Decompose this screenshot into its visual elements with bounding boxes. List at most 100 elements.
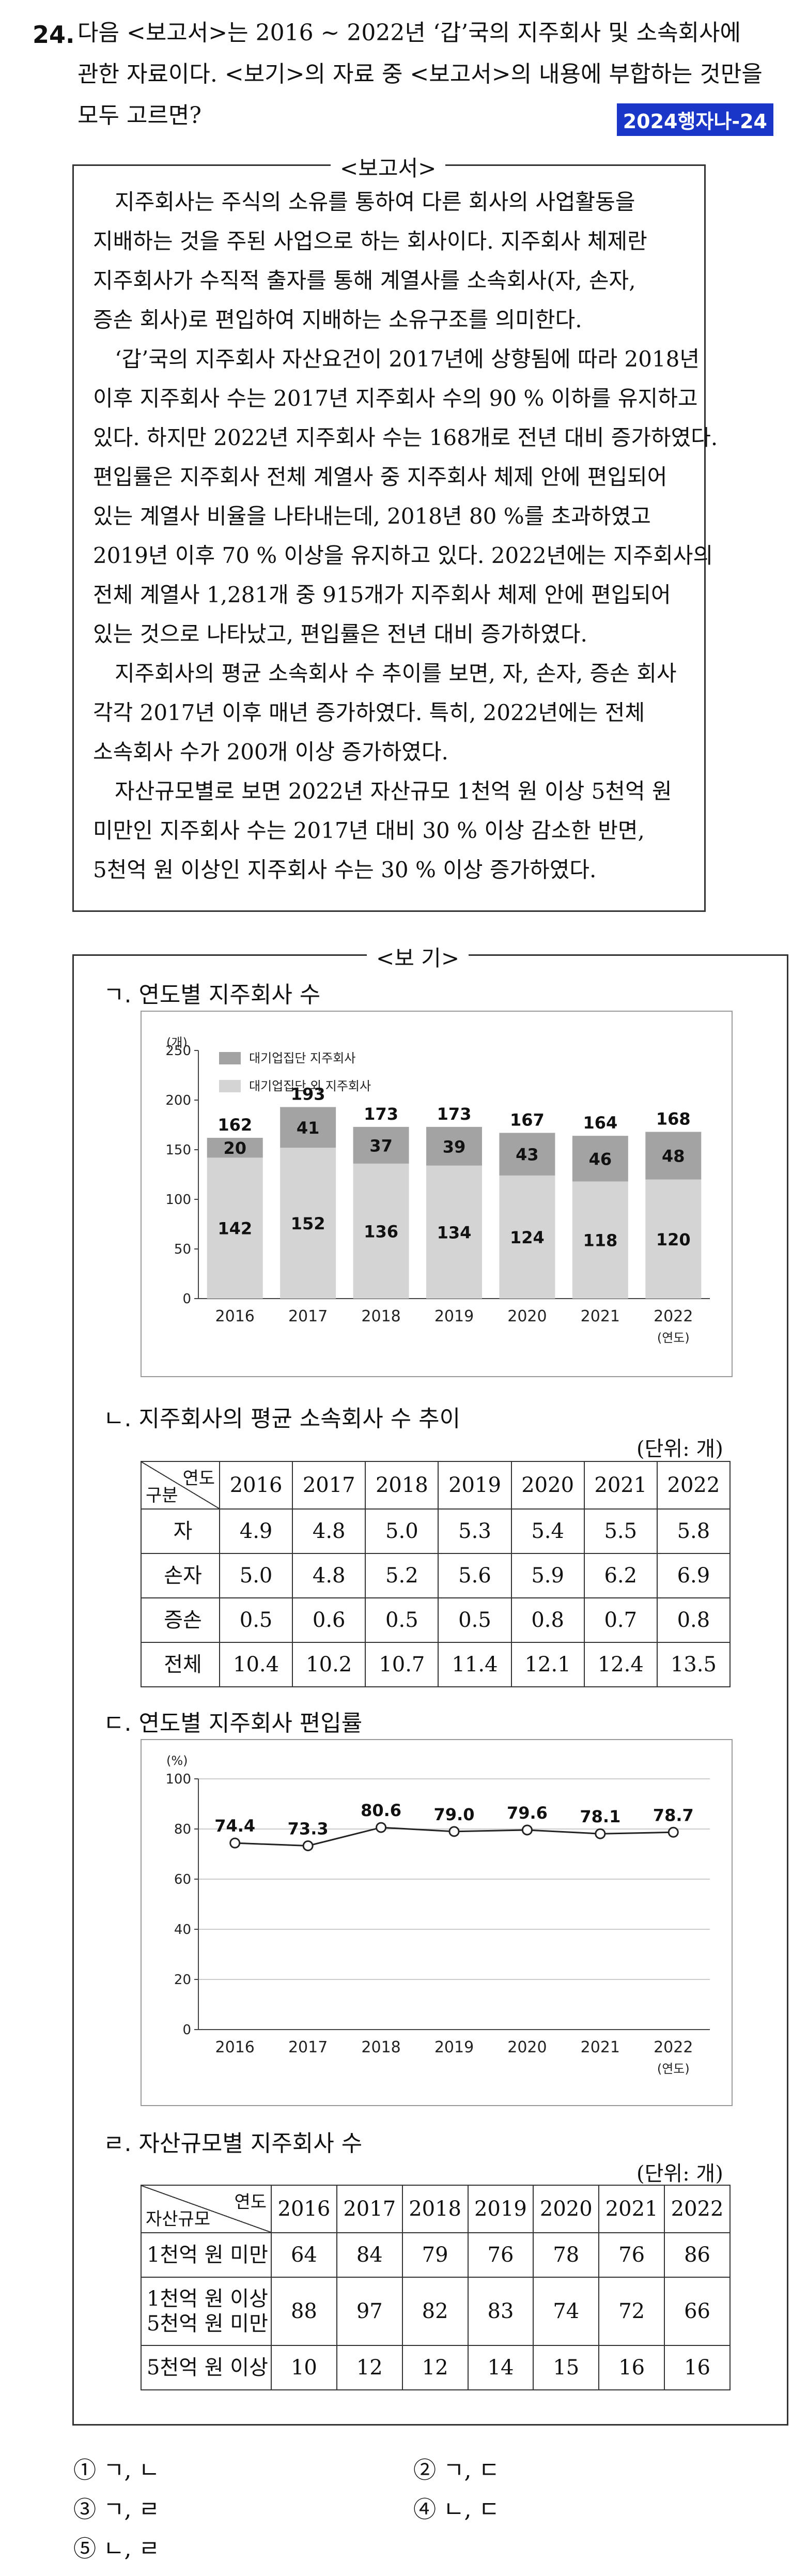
table-cell: 10 xyxy=(271,2345,337,2390)
y-tick-label: 60 xyxy=(174,1872,191,1887)
year-header: 2022 xyxy=(664,2185,731,2233)
x-tick-label: 2021 xyxy=(581,2038,620,2056)
report-line: 지주회사가 수직적 출자를 통해 계열사를 소속회사(자, 손자, xyxy=(93,268,636,293)
table-row: 자 4.9 4.8 5.0 5.3 5.4 5.5 5.8 xyxy=(141,1508,731,1554)
table-cell: 0.8 xyxy=(510,1597,585,1643)
table-cell: 76 xyxy=(598,2232,665,2278)
y-tick-label: 0 xyxy=(182,1291,191,1307)
table-cell: 4.8 xyxy=(292,1553,366,1598)
table-cell: 15 xyxy=(533,2345,600,2390)
data-label: 80.6 xyxy=(361,1801,401,1820)
table-cell: 5.4 xyxy=(510,1508,585,1554)
table-row: 1천억 원 미만 64 84 79 76 78 76 86 xyxy=(141,2232,731,2278)
bogi-b-heading: ㄴ. 지주회사의 평균 소속회사 수 추이 xyxy=(103,1406,461,1432)
report-line: 각각 2017년 이후 매년 증가하였다. 특히, 2022년에는 전체 xyxy=(93,700,645,725)
report-line: 지주회사의 평균 소속회사 수 추이를 보면, 자, 손자, 증손 회사 xyxy=(115,661,677,686)
table-cell: 64 xyxy=(271,2232,337,2278)
x-tick-label: 2020 xyxy=(507,1307,547,1325)
y-tick-label: 0 xyxy=(182,2022,191,2038)
question-number: 24. xyxy=(33,21,75,49)
table-cell: 10.2 xyxy=(292,1642,366,1687)
corner-top-label: 연도 xyxy=(234,2192,267,2213)
choice-5[interactable]: ⑤ ㄴ, ㄹ xyxy=(73,2536,160,2562)
x-tick-label: 2022 xyxy=(654,2038,693,2056)
report-title: <보고서> xyxy=(331,151,446,182)
choice-2[interactable]: ② ㄱ, ㄷ xyxy=(413,2457,500,2483)
x-tick-label: 2021 xyxy=(581,1307,620,1325)
table-row: 5천억 원 이상 10 12 12 14 15 16 16 xyxy=(141,2345,731,2390)
bar-total-label: 162 xyxy=(218,1115,252,1135)
row-label: 자 xyxy=(141,1508,220,1554)
table-row: 1천억 원 이상 5천억 원 미만 88 97 82 83 74 72 66 xyxy=(141,2277,731,2346)
bar-value-label: 20 xyxy=(223,1138,246,1158)
data-point xyxy=(448,1826,460,1837)
bar-segment-non-large-group xyxy=(207,1157,263,1299)
x-tick-label: 2017 xyxy=(288,1307,328,1325)
table-cell: 0.8 xyxy=(656,1597,731,1643)
table-d-unit: (단위: 개) xyxy=(636,2162,723,2186)
row-label: 증손 xyxy=(141,1597,220,1643)
bogi-title: <보 기> xyxy=(367,941,469,972)
table-cell: 6.2 xyxy=(583,1553,658,1598)
year-header: 2019 xyxy=(438,1461,512,1510)
bar-segment-non-large-group xyxy=(499,1175,555,1299)
bar-value-label: 134 xyxy=(437,1223,472,1242)
table-cell: 12.4 xyxy=(583,1642,658,1687)
bar-value-label: 41 xyxy=(297,1118,320,1138)
bar-segment-large-group xyxy=(645,1132,702,1180)
choice-1[interactable]: ① ㄱ, ㄴ xyxy=(73,2457,160,2483)
table-avg-subsidiaries: 연도 구분 2016 2017 2018 2019 2020 2021 2022 자 4.9 4.8 5… xyxy=(141,1461,731,1687)
corner-bottom-label: 구분 xyxy=(146,1485,178,1506)
table-cell: 0.5 xyxy=(365,1597,439,1643)
year-header: 2021 xyxy=(598,2185,665,2233)
row-label: 1천억 원 이상 5천억 원 미만 xyxy=(141,2277,272,2346)
table-row: 증손 0.5 0.6 0.5 0.5 0.8 0.7 0.8 xyxy=(141,1597,731,1643)
y-axis-unit: (%) xyxy=(166,1754,188,1768)
bar-segment-non-large-group xyxy=(572,1181,628,1299)
table-cell: 0.7 xyxy=(583,1597,658,1643)
bogi-c-heading: ㄷ. 연도별 지주회사 편입률 xyxy=(103,1710,363,1736)
choice-4[interactable]: ④ ㄴ, ㄷ xyxy=(413,2496,500,2523)
x-tick-label: 2020 xyxy=(507,2038,547,2056)
report-line: 증손 회사)로 편입하여 지배하는 소유구조를 의미한다. xyxy=(93,307,582,332)
bar-value-label: 136 xyxy=(364,1222,398,1241)
bar-segment-large-group xyxy=(280,1107,336,1148)
table-row: 손자 5.0 4.8 5.2 5.6 5.9 6.2 6.9 xyxy=(141,1553,731,1598)
table-cell: 97 xyxy=(336,2277,403,2346)
bar-value-label: 37 xyxy=(369,1136,393,1155)
year-header: 2019 xyxy=(467,2185,534,2233)
x-tick-label: 2016 xyxy=(215,2038,255,2056)
table-cell: 74 xyxy=(533,2277,600,2346)
bar-segment-large-group xyxy=(572,1136,628,1182)
bar-segment-large-group xyxy=(353,1126,409,1164)
report-line: 있는 계열사 비율을 나타내는데, 2018년 80 %를 초과하였고 xyxy=(93,504,651,529)
table-cell: 78 xyxy=(533,2232,600,2278)
report-line: 미만인 지주회사 수는 2017년 대비 30 % 이상 감소한 반면, xyxy=(93,818,645,843)
year-header: 2017 xyxy=(292,1461,366,1510)
bar-total-label: 193 xyxy=(291,1084,325,1104)
choice-3[interactable]: ③ ㄱ, ㄹ xyxy=(73,2496,160,2523)
x-tick-label: 2019 xyxy=(434,2038,474,2056)
table-cell: 14 xyxy=(467,2345,534,2390)
data-point xyxy=(667,1826,679,1838)
report-line: 있다. 하지만 2022년 지주회사 수는 168개로 전년 대비 증가하였다. xyxy=(93,425,718,450)
table-asset-size: 연도 자산규모 2016 2017 2018 2019 2020 2021 2022 1천억 원 … xyxy=(141,2185,731,2390)
table-b-unit: (단위: 개) xyxy=(636,1437,723,1461)
bar-segment-non-large-group xyxy=(645,1179,702,1299)
table-cell: 5.0 xyxy=(365,1508,439,1554)
data-point xyxy=(376,1822,387,1833)
source-tag: 2024행자나-24 xyxy=(616,103,773,136)
y-tick-label: 100 xyxy=(165,1192,191,1208)
table-cell: 10.7 xyxy=(365,1642,439,1687)
year-header: 2018 xyxy=(365,1461,439,1510)
x-tick-label: 2018 xyxy=(361,1307,400,1325)
year-header: 2020 xyxy=(510,1461,585,1510)
report-line: 있는 것으로 나타났고, 편입률은 전년 대비 증가하였다. xyxy=(93,621,587,647)
report-line: 지배하는 것을 주된 사업으로 하는 회사이다. 지주회사 체제란 xyxy=(93,228,647,254)
table-cell: 16 xyxy=(598,2345,665,2390)
question-line-3: 모두 고르면? xyxy=(77,102,201,129)
table-cell: 12 xyxy=(336,2345,403,2390)
bar-value-label: 39 xyxy=(443,1137,466,1156)
data-label: 79.6 xyxy=(507,1803,548,1823)
